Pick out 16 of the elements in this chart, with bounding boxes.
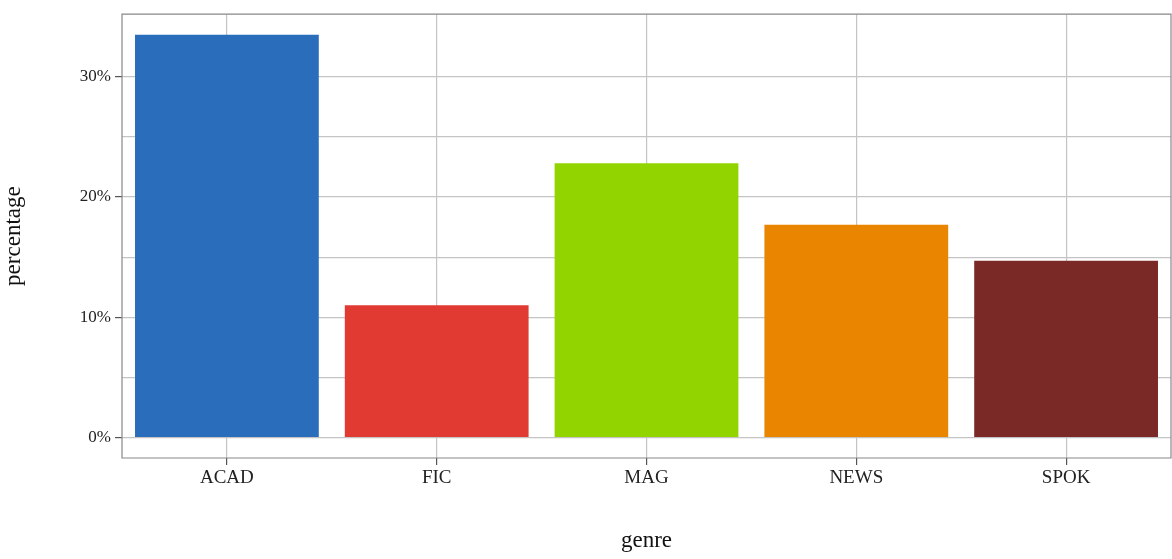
y-tick-label: 20% <box>79 186 111 206</box>
x-tick-label: SPOK <box>1041 466 1091 488</box>
x-tick-label: MAG <box>624 466 669 488</box>
y-tick-label: 10% <box>79 306 111 326</box>
x-axis-title: genre <box>620 527 673 553</box>
x-tick-label: NEWS <box>829 466 884 488</box>
bar <box>344 305 529 437</box>
y-tick-label: 30% <box>79 66 111 86</box>
y-axis-title: percentage <box>0 186 25 286</box>
y-tick-label: 0% <box>88 427 111 447</box>
bar <box>554 163 739 437</box>
bar <box>135 34 319 437</box>
bar <box>974 260 1158 437</box>
x-tick-label: FIC <box>421 466 452 488</box>
bar <box>764 224 949 437</box>
x-tick-label: ACAD <box>199 466 254 488</box>
